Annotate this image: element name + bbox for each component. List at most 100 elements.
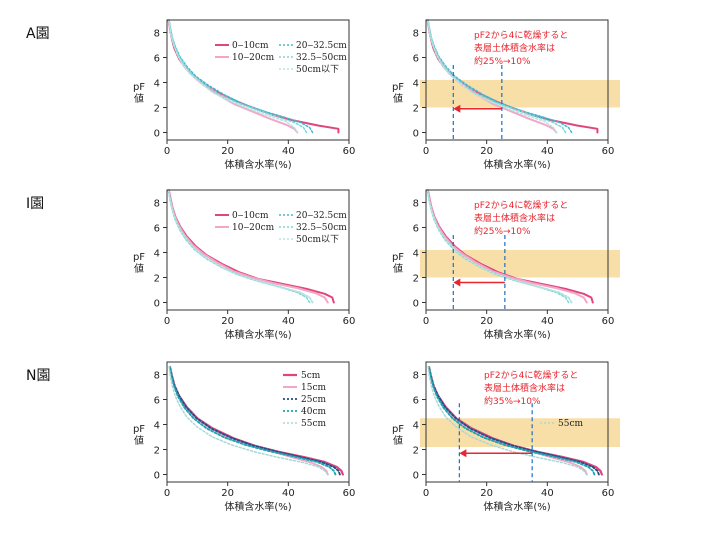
series-line	[426, 19, 558, 134]
annotation-line: 約35%→10%	[484, 395, 541, 407]
legend-label: 20‒32.5cm	[296, 211, 347, 221]
x-tick-label: 20	[221, 488, 234, 499]
x-tick-label: 40	[282, 146, 295, 157]
x-tick-label: 20	[221, 146, 234, 157]
x-tick-label: 0	[423, 488, 429, 499]
y-tick-label: 0	[154, 299, 160, 310]
x-tick-label: 60	[602, 146, 615, 157]
y-tick-label: 6	[154, 396, 160, 407]
y-tick-label: 2	[154, 104, 160, 115]
legend-label: 20‒32.5cm	[296, 41, 347, 51]
annotation-line: pF2から4に乾燥すると	[474, 29, 568, 41]
chart-right-2: 0 20 40 60 0 2 4 6 8 体積含水率(%) pF値 pF2から4に乾燥すると表層土体積…	[392, 361, 620, 513]
y-tick-label: 0	[413, 299, 419, 310]
plot-frame	[166, 189, 350, 311]
drying-arrow-head	[453, 278, 461, 287]
y-axis-label: pF	[392, 252, 404, 263]
series-line	[168, 366, 329, 476]
chart-right-0: 0 20 40 60 0 2 4 6 8 体積含水率(%) pF値 pF2から4に乾燥すると表層土体積…	[392, 19, 620, 171]
annotation-line: 表層土体積含水率は	[474, 212, 555, 224]
legend-label: 10‒20cm	[232, 223, 275, 233]
x-tick-label: 60	[602, 316, 615, 327]
x-tick-label: 20	[480, 146, 493, 157]
y-tick-label: 6	[413, 396, 419, 407]
series-line	[168, 19, 308, 134]
y-tick-label: 0	[413, 471, 419, 482]
y-tick-label: 8	[413, 371, 419, 382]
legend-label: 10‒20cm	[232, 53, 275, 63]
x-tick-label: 0	[423, 316, 429, 327]
y-tick-label: 8	[154, 199, 160, 210]
legend: 0‒10cm 10‒20cm 20‒32.5cm 32.5‒50cm 50cm以下	[215, 41, 347, 75]
orchard-label: A園	[26, 26, 50, 42]
x-tick-label: 40	[541, 488, 554, 499]
chart-left-1: 0 20 40 60 0 2 4 6 8 体積含水率(%) pF値 0‒10cm 10‒20cm 20‒3…	[133, 189, 355, 341]
target-pf-band	[420, 80, 620, 108]
x-tick-label: 0	[164, 316, 170, 327]
y-tick-label: 0	[154, 129, 160, 140]
y-axis-label: pF	[392, 424, 404, 435]
x-tick-label: 20	[480, 316, 493, 327]
y-tick-label: 2	[413, 446, 419, 457]
y-tick-label: 6	[413, 54, 419, 65]
y-tick-label: 6	[154, 54, 160, 65]
drying-arrow-head	[453, 104, 461, 113]
y-axis-label: pF	[133, 82, 145, 93]
y-tick-label: 8	[154, 29, 160, 40]
legend-label: 32.5‒50cm	[296, 223, 347, 233]
annotation-line: 表層土体積含水率は	[484, 382, 565, 394]
y-axis-label: 値	[134, 262, 144, 275]
x-axis-label: 体積含水率(%)	[224, 328, 291, 341]
y-tick-label: 2	[413, 274, 419, 285]
series-line	[426, 189, 573, 304]
orchard-label: N園	[26, 368, 50, 384]
y-axis-label: 値	[393, 434, 403, 447]
x-axis-label: 体積含水率(%)	[224, 158, 291, 171]
legend-label: 50cm以下	[296, 235, 339, 245]
series-line	[167, 19, 299, 134]
legend-label: 25cm	[301, 395, 326, 405]
legend-label: 55cm	[558, 419, 583, 429]
annotation-line: pF2から4に乾燥すると	[474, 199, 568, 211]
annotation-line: 表層土体積含水率は	[474, 42, 555, 54]
drying-arrow-head	[459, 449, 467, 458]
series-line	[427, 19, 567, 134]
x-axis-label: 体積含水率(%)	[224, 500, 291, 513]
y-tick-label: 2	[154, 446, 160, 457]
y-tick-label: 2	[413, 104, 419, 115]
x-axis-label: 体積含水率(%)	[483, 328, 550, 341]
y-axis-label: 値	[134, 92, 144, 105]
x-tick-label: 60	[602, 488, 615, 499]
y-axis-label: 値	[393, 262, 403, 275]
series-line	[167, 189, 314, 304]
legend-label: 55cm	[301, 419, 326, 429]
legend-label: 15cm	[301, 383, 326, 393]
annotation-line: 約25%→10%	[474, 225, 531, 237]
y-axis-label: pF	[392, 82, 404, 93]
chart-right-1: 0 20 40 60 0 2 4 6 8 体積含水率(%) pF値 pF2から4に乾燥すると表層土体積…	[392, 189, 620, 341]
plot-frame	[166, 361, 350, 483]
legend-label: 0‒10cm	[232, 211, 269, 221]
y-tick-label: 2	[154, 274, 160, 285]
annotation-line: pF2から4に乾燥すると	[484, 369, 578, 381]
x-tick-label: 20	[480, 488, 493, 499]
x-tick-label: 40	[541, 316, 554, 327]
series-line	[427, 366, 588, 476]
plot-frame	[425, 19, 609, 141]
y-tick-label: 0	[413, 129, 419, 140]
chart-left-0: 0 20 40 60 0 2 4 6 8 体積含水率(%) pF値 0‒10cm 10‒20cm 20‒3…	[133, 19, 356, 171]
y-tick-label: 4	[154, 249, 160, 260]
legend-label: 0‒10cm	[232, 41, 269, 51]
y-tick-label: 6	[413, 224, 419, 235]
legend-label: 40cm	[301, 407, 326, 417]
x-tick-label: 60	[343, 146, 356, 157]
x-tick-label: 0	[164, 488, 170, 499]
target-pf-band	[420, 250, 620, 278]
x-tick-label: 40	[282, 488, 295, 499]
y-axis-label: pF	[133, 252, 145, 263]
series-line	[169, 366, 337, 476]
legend-label: 50cm以下	[296, 65, 339, 75]
y-tick-label: 8	[154, 371, 160, 382]
